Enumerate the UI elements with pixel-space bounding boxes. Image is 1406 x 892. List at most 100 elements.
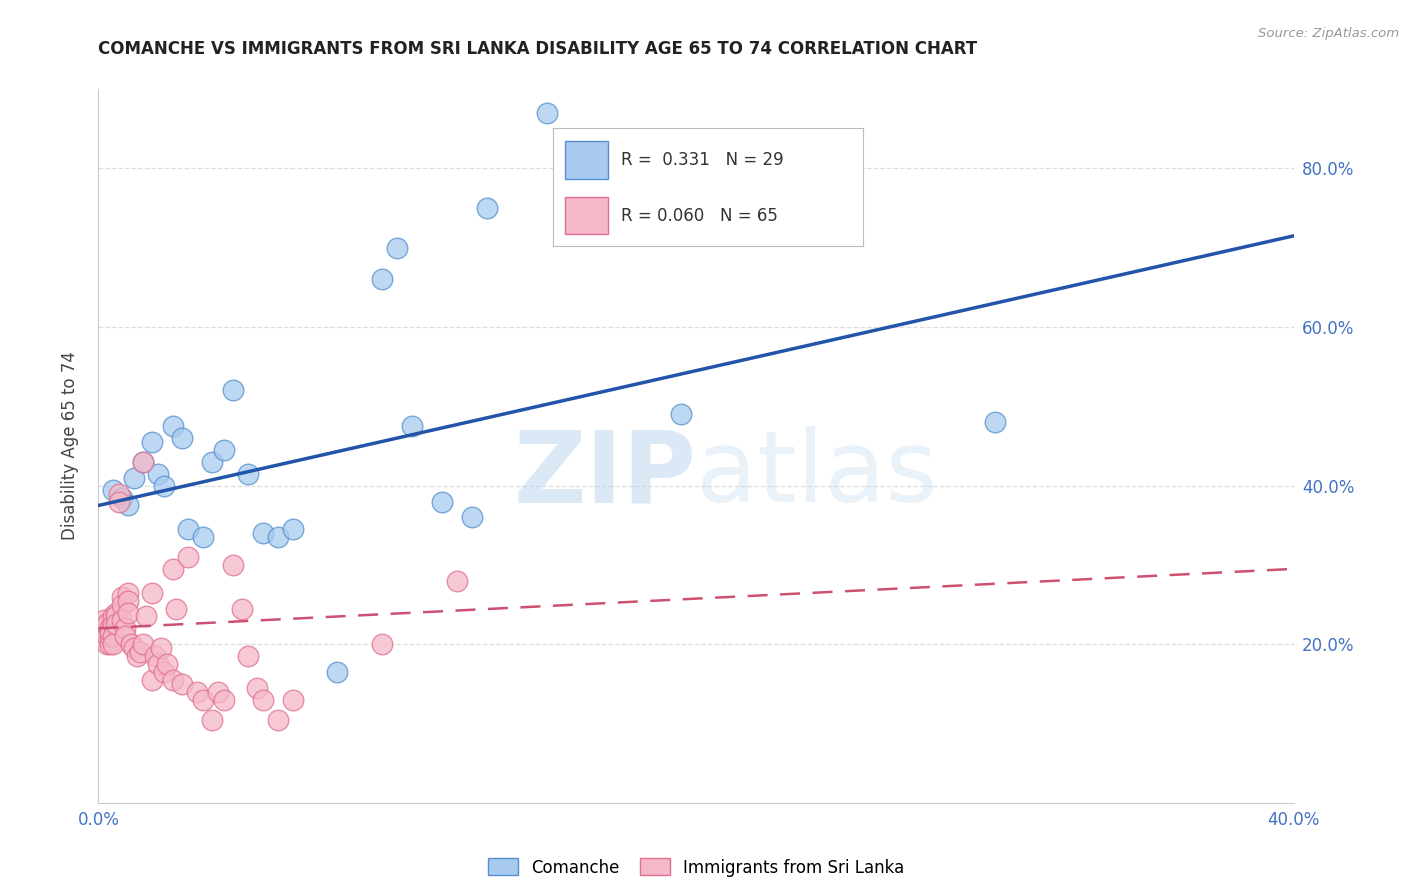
Point bbox=[143, 649, 166, 664]
Point bbox=[103, 617, 125, 632]
Point bbox=[212, 442, 235, 457]
Point bbox=[108, 486, 131, 500]
Point bbox=[252, 526, 274, 541]
Point bbox=[96, 617, 118, 632]
Point bbox=[153, 478, 176, 492]
Text: Source: ZipAtlas.com: Source: ZipAtlas.com bbox=[1258, 27, 1399, 40]
Text: COMANCHE VS IMMIGRANTS FROM SRI LANKA DISABILITY AGE 65 TO 74 CORRELATION CHART: COMANCHE VS IMMIGRANTS FROM SRI LANKA DI… bbox=[98, 40, 977, 58]
Point bbox=[177, 522, 200, 536]
Point bbox=[186, 685, 208, 699]
Point bbox=[90, 629, 112, 643]
Point bbox=[117, 499, 139, 513]
Point bbox=[162, 419, 184, 434]
Point bbox=[461, 510, 484, 524]
Point bbox=[103, 609, 125, 624]
Point bbox=[132, 455, 155, 469]
Point bbox=[103, 629, 125, 643]
Point bbox=[141, 585, 163, 599]
Point bbox=[100, 625, 122, 640]
Point bbox=[153, 665, 176, 679]
Point bbox=[111, 614, 134, 628]
Point bbox=[371, 272, 394, 286]
Point bbox=[90, 625, 112, 640]
Point bbox=[446, 574, 468, 588]
Point bbox=[100, 629, 122, 643]
Point bbox=[267, 530, 290, 544]
Point bbox=[281, 692, 304, 706]
Point bbox=[201, 713, 224, 727]
Point bbox=[162, 562, 184, 576]
Point bbox=[117, 606, 139, 620]
Point bbox=[127, 649, 149, 664]
Point bbox=[172, 431, 194, 445]
Point bbox=[212, 692, 235, 706]
Point bbox=[371, 637, 394, 651]
Y-axis label: Disability Age 65 to 74: Disability Age 65 to 74 bbox=[60, 351, 79, 541]
Text: R =  0.331   N = 29: R = 0.331 N = 29 bbox=[621, 152, 783, 169]
Point bbox=[117, 585, 139, 599]
Point bbox=[135, 609, 157, 624]
Point bbox=[162, 673, 184, 687]
Point bbox=[114, 629, 136, 643]
Point bbox=[103, 483, 125, 497]
Point bbox=[236, 467, 259, 481]
Point bbox=[120, 637, 142, 651]
Text: ZIP: ZIP bbox=[513, 426, 696, 523]
Point bbox=[148, 467, 170, 481]
Point bbox=[111, 491, 134, 505]
Point bbox=[93, 614, 115, 628]
Point bbox=[222, 384, 245, 398]
Point bbox=[105, 606, 128, 620]
Point bbox=[267, 713, 290, 727]
Point bbox=[129, 645, 152, 659]
Point bbox=[100, 621, 122, 635]
Point bbox=[111, 590, 134, 604]
Point bbox=[252, 692, 274, 706]
Point bbox=[148, 657, 170, 671]
Point bbox=[100, 637, 122, 651]
Text: R = 0.060   N = 65: R = 0.060 N = 65 bbox=[621, 207, 778, 225]
Point bbox=[117, 593, 139, 607]
Point bbox=[430, 494, 453, 508]
Point bbox=[191, 530, 214, 544]
Point bbox=[201, 455, 224, 469]
Point bbox=[401, 419, 423, 434]
Point bbox=[165, 601, 187, 615]
Point bbox=[90, 621, 112, 635]
Point bbox=[191, 692, 214, 706]
Point bbox=[114, 621, 136, 635]
Point bbox=[222, 558, 245, 572]
Point bbox=[103, 637, 125, 651]
Point bbox=[281, 522, 304, 536]
Point bbox=[156, 657, 179, 671]
Point bbox=[105, 617, 128, 632]
Point bbox=[124, 471, 146, 485]
Point bbox=[150, 641, 173, 656]
Point bbox=[93, 617, 115, 632]
Point bbox=[984, 415, 1007, 429]
Point bbox=[93, 623, 115, 637]
Point bbox=[475, 201, 498, 215]
Bar bbox=[565, 197, 609, 235]
Point bbox=[132, 455, 155, 469]
Text: atlas: atlas bbox=[696, 426, 938, 523]
Point bbox=[93, 621, 115, 635]
Point bbox=[124, 641, 146, 656]
Point bbox=[246, 681, 269, 695]
Point bbox=[141, 673, 163, 687]
Point bbox=[536, 106, 558, 120]
Bar bbox=[565, 142, 609, 179]
Point bbox=[207, 685, 229, 699]
Point bbox=[141, 435, 163, 450]
Point bbox=[105, 609, 128, 624]
Point bbox=[111, 598, 134, 612]
Point bbox=[132, 637, 155, 651]
Point bbox=[231, 601, 253, 615]
Point bbox=[172, 677, 194, 691]
Point bbox=[177, 549, 200, 564]
Point bbox=[236, 649, 259, 664]
Point bbox=[96, 637, 118, 651]
Point bbox=[669, 407, 692, 421]
Point bbox=[385, 241, 409, 255]
Point bbox=[96, 625, 118, 640]
